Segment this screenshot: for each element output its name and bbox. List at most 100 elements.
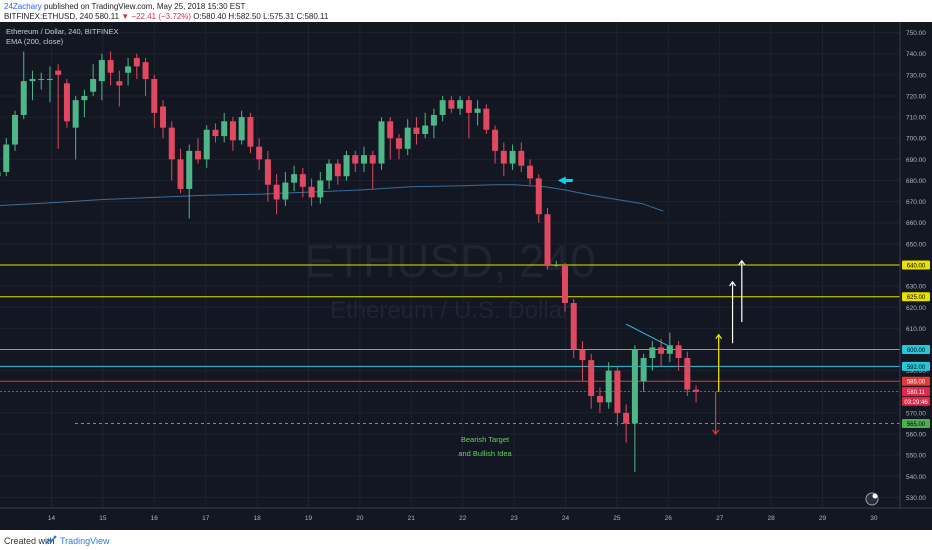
candle [291, 165, 298, 192]
candle [0, 172, 1, 177]
candle-body [439, 100, 446, 115]
candle [518, 142, 525, 173]
candle-body [186, 150, 193, 189]
candle [640, 353, 647, 392]
price-axis-labels: 640.00 625.00 600.00 592.00 585.00 580.11 565.… [902, 260, 930, 428]
candle [317, 172, 324, 204]
candle [55, 64, 62, 149]
price-axis-label-bg [902, 418, 930, 428]
candle-body [177, 159, 184, 189]
price-tick-label: 660.00 [906, 220, 926, 227]
red-arrow-head [712, 429, 720, 436]
candle-body [579, 349, 586, 361]
price-axis[interactable] [900, 22, 932, 530]
candle [142, 57, 149, 96]
price-tick-label: 730.00 [906, 72, 926, 79]
candle-body [203, 129, 210, 160]
time-tick-label: 19 [305, 515, 313, 522]
price-axis-label-bg [902, 345, 930, 355]
time-tick-label: 15 [99, 515, 107, 522]
candle-body [395, 138, 402, 149]
candle [107, 51, 114, 86]
price-axis-label-text: 625.00 [907, 295, 926, 301]
settings-icon[interactable] [865, 492, 879, 506]
candle-body [107, 60, 114, 73]
price-tick-label: 750.00 [906, 30, 926, 37]
candle-body [63, 83, 70, 122]
candle-body [29, 79, 36, 82]
time-tick-label: 20 [356, 515, 364, 522]
candle [457, 95, 464, 115]
tradingview-brand[interactable]: TradingView [60, 536, 110, 546]
price-tick-label: 530.00 [906, 495, 926, 502]
candle-body [430, 114, 437, 126]
time-tick-label: 28 [767, 515, 775, 522]
candle-body [334, 163, 341, 177]
legend-indicator[interactable]: EMA (200, close) [6, 37, 64, 46]
price-axis-label-text: 592.00 [907, 365, 926, 371]
price-axis-label-bg [902, 376, 930, 386]
candle-body [343, 155, 350, 177]
candle [177, 148, 184, 194]
candle-body [133, 57, 140, 67]
price-axis-label: 625.00 [902, 292, 930, 302]
candle [430, 108, 437, 139]
time-tick-label: 24 [562, 515, 570, 522]
price-tick-label: 650.00 [906, 241, 926, 248]
price-axis-label: 640.00 [902, 260, 930, 270]
candle-body [596, 396, 603, 403]
countdown-label-text: 03:29:46 [904, 400, 928, 406]
candle-body [404, 127, 411, 149]
candle-body [90, 79, 97, 92]
candle [492, 125, 499, 164]
legend-title: Ethereum / Dollar, 240, BITFINEX [6, 27, 119, 36]
candle-body [0, 172, 1, 177]
white-arrow-short [729, 280, 737, 344]
candle [133, 53, 140, 80]
candle [273, 174, 280, 215]
candle-body [326, 163, 333, 181]
candle [81, 89, 88, 118]
candle [264, 150, 271, 202]
time-tick-label: 22 [459, 515, 467, 522]
candle-body [282, 182, 289, 200]
candle-body [291, 174, 298, 183]
candle-body [544, 214, 551, 265]
candle-body [98, 60, 105, 82]
time-tick-label: 29 [819, 515, 827, 522]
time-tick-label: 30 [870, 515, 878, 522]
candle-body [238, 117, 245, 141]
candle [238, 110, 245, 145]
price-axis-label: 600.00 [902, 345, 930, 355]
candle-body [518, 150, 525, 166]
candle [299, 167, 306, 198]
price-tick-label: 740.00 [906, 51, 926, 58]
candle-body [151, 79, 158, 113]
price-tick-label: 670.00 [906, 199, 926, 206]
candle-body [561, 265, 568, 304]
candle-body [693, 389, 700, 392]
price-tick-label: 550.00 [906, 453, 926, 460]
price-tick-label: 690.00 [906, 157, 926, 164]
time-axis[interactable] [0, 508, 932, 530]
time-tick-label: 16 [151, 515, 159, 522]
candle [369, 150, 376, 189]
red-arrow [712, 391, 720, 436]
price-chart[interactable]: ETHUSD, 240 Ethereum / U.S. Dollar 530.0… [0, 22, 932, 530]
candle-body [623, 412, 630, 424]
candle [535, 174, 542, 223]
candle [527, 159, 534, 185]
time-tick-label: 25 [613, 515, 621, 522]
candle [666, 332, 673, 363]
candle-body [229, 121, 236, 141]
candle [63, 79, 70, 128]
candle [160, 100, 167, 139]
candle-body [378, 121, 385, 164]
candle [631, 345, 638, 473]
yellow-arrow-head [715, 333, 723, 340]
candle [186, 144, 193, 219]
time-tick-label: 26 [665, 515, 673, 522]
candle [3, 138, 10, 177]
author-link[interactable]: 24Zachary [4, 2, 42, 11]
price-tick-label: 610.00 [906, 326, 926, 333]
